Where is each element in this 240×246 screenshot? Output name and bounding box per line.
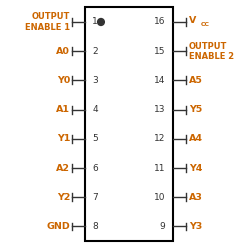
Circle shape (98, 18, 104, 25)
Text: 6: 6 (92, 164, 98, 172)
Text: Y5: Y5 (189, 105, 202, 114)
Text: A2: A2 (56, 164, 70, 172)
Text: A5: A5 (189, 76, 203, 85)
Text: 10: 10 (154, 193, 166, 202)
Text: GND: GND (46, 222, 70, 231)
Text: 1: 1 (92, 17, 98, 27)
Text: A1: A1 (56, 105, 70, 114)
Text: 4: 4 (92, 105, 98, 114)
Text: V: V (189, 16, 196, 25)
Text: A0: A0 (56, 47, 70, 56)
Text: 9: 9 (160, 222, 166, 231)
Text: OUTPUT: OUTPUT (189, 42, 227, 50)
Text: OUTPUT: OUTPUT (32, 12, 70, 21)
Text: A4: A4 (189, 134, 203, 143)
Text: 13: 13 (154, 105, 166, 114)
Text: Y3: Y3 (189, 222, 202, 231)
Text: Y2: Y2 (57, 193, 70, 202)
Text: 2: 2 (92, 47, 98, 56)
Text: Y0: Y0 (57, 76, 70, 85)
Text: 3: 3 (92, 76, 98, 85)
Text: A3: A3 (189, 193, 203, 202)
Text: ENABLE 1: ENABLE 1 (25, 23, 70, 32)
Text: Y1: Y1 (57, 134, 70, 143)
Text: CC: CC (200, 22, 209, 27)
Text: 8: 8 (92, 222, 98, 231)
Text: ENABLE 2: ENABLE 2 (189, 52, 234, 61)
Text: 11: 11 (154, 164, 166, 172)
Bar (85, 7, 173, 241)
Text: 14: 14 (154, 76, 166, 85)
Text: 5: 5 (92, 134, 98, 143)
Text: 15: 15 (154, 47, 166, 56)
Text: 16: 16 (154, 17, 166, 27)
Text: 7: 7 (92, 193, 98, 202)
Text: 12: 12 (154, 134, 166, 143)
Text: Y4: Y4 (189, 164, 202, 172)
